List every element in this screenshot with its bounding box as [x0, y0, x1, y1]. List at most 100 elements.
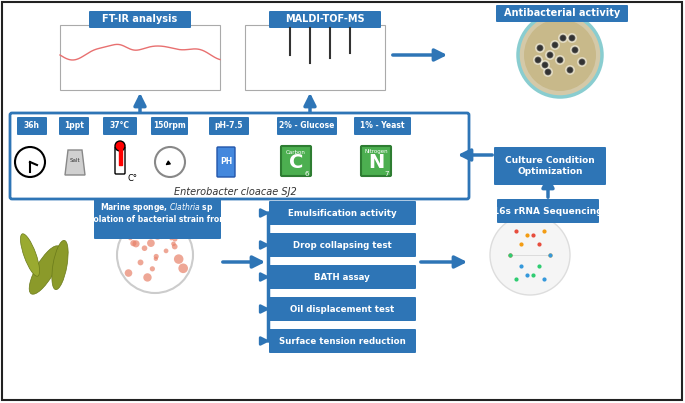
Circle shape: [552, 42, 558, 48]
Text: Antibacterial activity: Antibacterial activity: [504, 8, 620, 19]
Circle shape: [162, 224, 173, 234]
Text: Emulsification activity: Emulsification activity: [288, 208, 397, 218]
Circle shape: [178, 264, 188, 273]
Circle shape: [153, 231, 162, 240]
Text: 150rpm: 150rpm: [153, 121, 186, 131]
Circle shape: [569, 35, 575, 41]
Circle shape: [138, 260, 143, 266]
Circle shape: [543, 67, 553, 77]
FancyBboxPatch shape: [89, 11, 191, 28]
Circle shape: [545, 50, 555, 60]
Polygon shape: [65, 150, 85, 175]
Text: Surface tension reduction: Surface tension reduction: [279, 337, 406, 345]
Text: Oil displacement test: Oil displacement test: [290, 305, 394, 314]
Circle shape: [132, 240, 140, 247]
Circle shape: [567, 67, 573, 73]
Text: 6: 6: [305, 171, 309, 177]
Circle shape: [115, 141, 125, 151]
Circle shape: [542, 62, 548, 68]
FancyBboxPatch shape: [59, 117, 89, 135]
FancyBboxPatch shape: [151, 117, 188, 135]
Text: 37°C: 37°C: [110, 121, 130, 131]
Text: PH: PH: [220, 158, 232, 166]
Circle shape: [558, 33, 568, 43]
Circle shape: [155, 147, 185, 177]
Circle shape: [535, 57, 541, 63]
Circle shape: [173, 237, 177, 241]
FancyBboxPatch shape: [277, 117, 337, 135]
Circle shape: [159, 235, 164, 239]
Circle shape: [565, 65, 575, 75]
Text: Isolation of bacterial strain from: Isolation of bacterial strain from: [86, 214, 227, 224]
Circle shape: [142, 245, 147, 251]
Circle shape: [490, 215, 570, 295]
Circle shape: [533, 55, 543, 65]
FancyBboxPatch shape: [217, 147, 235, 177]
Text: 16s rRNA Sequencing: 16s rRNA Sequencing: [493, 206, 603, 216]
Circle shape: [560, 35, 566, 41]
Text: Marine sponge, $\it{Clathria}$ sp: Marine sponge, $\it{Clathria}$ sp: [100, 202, 214, 214]
FancyBboxPatch shape: [103, 117, 137, 135]
Text: 1% - Yeast: 1% - Yeast: [360, 121, 405, 131]
Circle shape: [128, 236, 132, 240]
FancyBboxPatch shape: [269, 329, 416, 353]
Circle shape: [535, 43, 545, 53]
FancyBboxPatch shape: [115, 147, 125, 174]
Circle shape: [153, 257, 158, 261]
FancyBboxPatch shape: [269, 233, 416, 257]
Circle shape: [150, 266, 155, 272]
FancyBboxPatch shape: [269, 11, 381, 28]
Text: 2% - Glucose: 2% - Glucose: [279, 121, 335, 131]
Circle shape: [567, 33, 577, 43]
Text: FT-IR analysis: FT-IR analysis: [102, 15, 177, 25]
Circle shape: [15, 147, 45, 177]
FancyBboxPatch shape: [60, 25, 220, 90]
Circle shape: [570, 45, 580, 55]
FancyBboxPatch shape: [269, 297, 416, 321]
Circle shape: [130, 240, 136, 246]
Text: BATH assay: BATH assay: [314, 272, 370, 282]
Circle shape: [117, 217, 193, 293]
Text: C°: C°: [128, 174, 138, 183]
Text: C: C: [289, 154, 303, 172]
Circle shape: [172, 244, 177, 249]
Circle shape: [125, 269, 132, 277]
Ellipse shape: [21, 234, 40, 276]
Circle shape: [171, 241, 176, 246]
FancyBboxPatch shape: [497, 199, 599, 223]
Circle shape: [153, 254, 159, 259]
Circle shape: [540, 60, 550, 70]
Circle shape: [557, 57, 563, 63]
FancyBboxPatch shape: [17, 117, 47, 135]
Circle shape: [174, 254, 184, 264]
Text: Drop collapsing test: Drop collapsing test: [292, 241, 391, 249]
Text: Salt: Salt: [70, 158, 80, 162]
Text: 36h: 36h: [24, 121, 40, 131]
Circle shape: [537, 45, 543, 51]
Circle shape: [545, 69, 551, 75]
Text: 1ppt: 1ppt: [64, 121, 84, 131]
Text: Nitrogen: Nitrogen: [364, 150, 388, 154]
Circle shape: [518, 13, 602, 97]
Text: MALDI-TOF-MS: MALDI-TOF-MS: [285, 15, 365, 25]
FancyBboxPatch shape: [361, 146, 391, 176]
Ellipse shape: [52, 240, 68, 290]
Text: Carbon: Carbon: [286, 150, 306, 154]
Circle shape: [547, 52, 553, 58]
Circle shape: [150, 225, 160, 235]
FancyBboxPatch shape: [209, 117, 249, 135]
Circle shape: [158, 234, 164, 239]
Circle shape: [147, 239, 155, 247]
FancyBboxPatch shape: [10, 113, 469, 199]
FancyBboxPatch shape: [496, 5, 628, 22]
Text: 7: 7: [385, 171, 389, 177]
FancyBboxPatch shape: [94, 199, 221, 239]
Text: N: N: [368, 154, 384, 172]
Circle shape: [555, 55, 565, 65]
FancyBboxPatch shape: [354, 117, 411, 135]
Text: Enterobacter cloacae SJ2: Enterobacter cloacae SJ2: [173, 187, 297, 197]
Text: Culture Condition
Optimization: Culture Condition Optimization: [505, 156, 595, 176]
Text: pH-7.5: pH-7.5: [215, 121, 243, 131]
Circle shape: [524, 19, 596, 91]
FancyBboxPatch shape: [281, 146, 311, 176]
